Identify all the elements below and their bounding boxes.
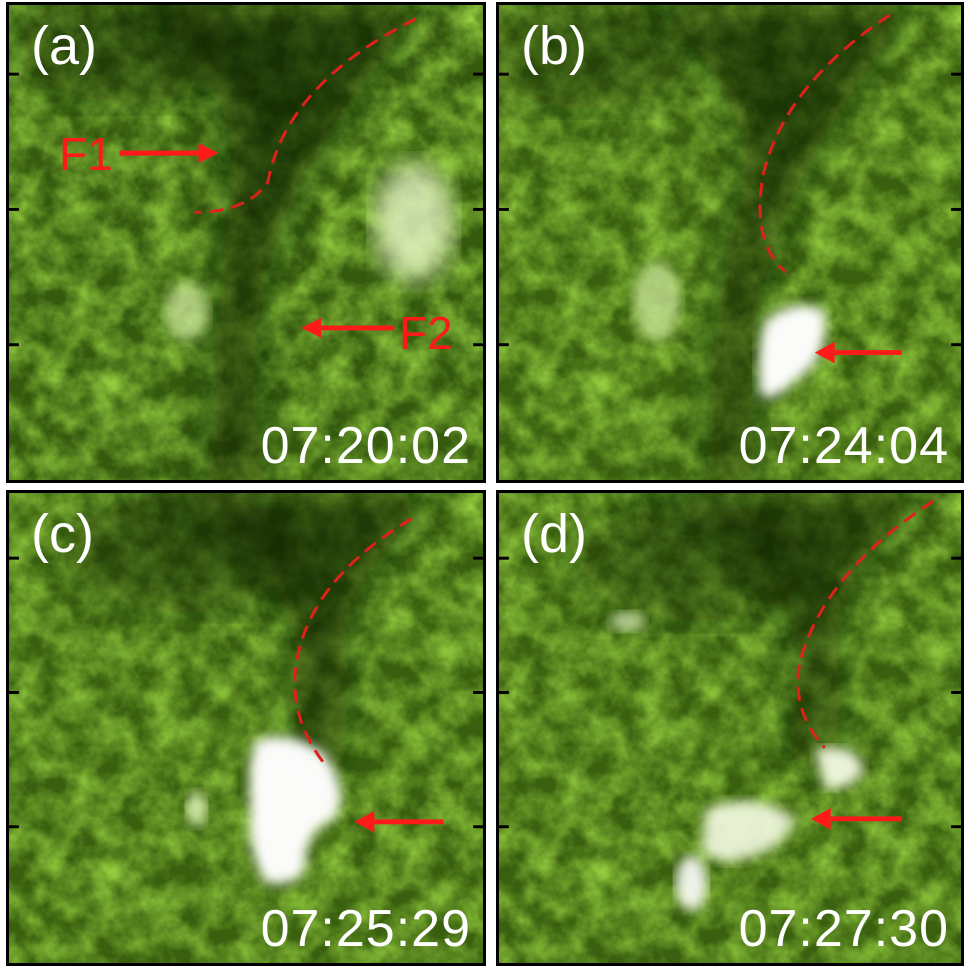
arrow-head-d (810, 807, 831, 830)
solar-image-c (9, 493, 483, 963)
panel-c: (c) 07:25:29 (6, 490, 486, 966)
arrow-f1-head (198, 143, 219, 164)
timestamp: 07:24:04 (738, 417, 949, 475)
solar-image-b (499, 5, 961, 480)
arrow-f2-head (301, 318, 322, 338)
dashed-outline-a (194, 17, 417, 214)
panel-label: (a) (31, 16, 97, 76)
annotation-f1: F1 (59, 128, 113, 180)
panel-d: (d) 07:27:30 (496, 490, 964, 966)
arrow-head-c (354, 810, 375, 833)
timestamp: 07:27:30 (738, 900, 949, 958)
solar-image-a (9, 5, 483, 480)
annotation-f2: F2 (399, 307, 453, 359)
panel-b: (b) 07:24:04 (496, 2, 964, 483)
timestamp: 07:20:02 (260, 417, 471, 475)
dashed-outline-c (293, 517, 413, 766)
panel-label: (b) (521, 16, 587, 76)
dashed-outline-d (796, 499, 935, 749)
panel-label: (d) (521, 504, 587, 564)
timestamp: 07:25:29 (260, 900, 471, 958)
panel-label: (c) (31, 504, 94, 564)
arrow-head-b (814, 341, 835, 364)
panel-a: (a) F1 F2 07:20:02 (6, 2, 486, 483)
solar-image-d (499, 493, 961, 963)
